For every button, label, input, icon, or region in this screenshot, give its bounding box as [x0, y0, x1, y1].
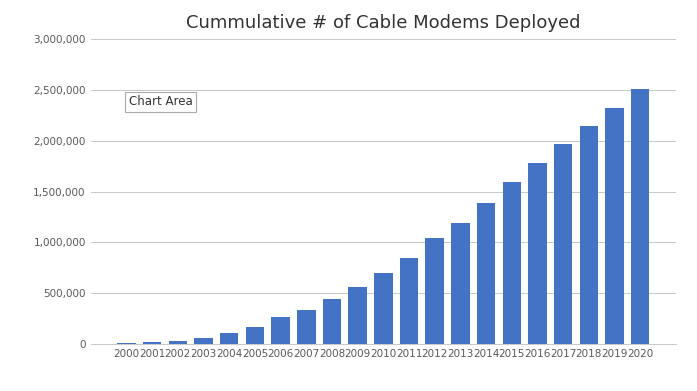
Bar: [169, 341, 187, 344]
Bar: [554, 144, 572, 344]
Bar: [580, 126, 598, 344]
Bar: [271, 317, 290, 344]
Bar: [143, 342, 162, 344]
Title: Cummulative # of Cable Modems Deployed: Cummulative # of Cable Modems Deployed: [186, 14, 581, 32]
Bar: [374, 273, 392, 344]
Bar: [194, 338, 213, 344]
Bar: [425, 238, 444, 344]
Bar: [503, 182, 521, 344]
Bar: [245, 327, 264, 344]
Bar: [323, 299, 342, 344]
Bar: [451, 222, 470, 344]
Bar: [605, 108, 624, 344]
Bar: [297, 310, 316, 344]
Text: Chart Area: Chart Area: [129, 95, 192, 108]
Bar: [631, 89, 650, 344]
Bar: [220, 334, 238, 344]
Bar: [477, 203, 496, 344]
Bar: [348, 287, 367, 344]
Bar: [528, 163, 546, 344]
Bar: [400, 258, 418, 344]
Bar: [117, 343, 136, 344]
